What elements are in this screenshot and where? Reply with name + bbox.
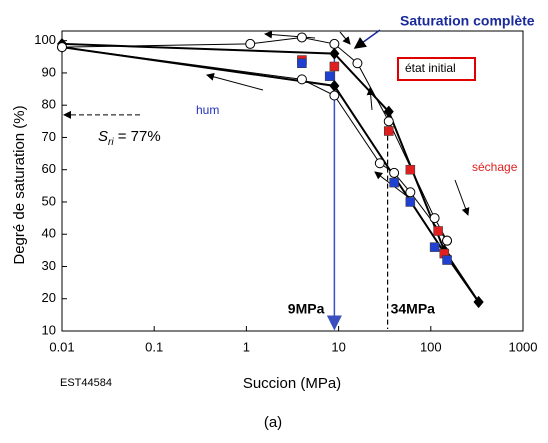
series-line [61,42,480,303]
y-tick-label: 20 [42,290,56,305]
x-tick-label: 10 [331,339,345,354]
y-tick-label: 60 [42,161,56,176]
reference-label: 9MPa [288,301,325,317]
x-tick-label: 100 [420,339,442,354]
square-marker [442,255,452,265]
reference-label: Sri = 77% [98,128,161,148]
circle-marker [405,187,416,198]
square-marker [297,58,307,69]
square-marker [405,164,416,175]
square-marker [405,197,416,207]
reference-label-part: ri [108,137,114,148]
diamond-marker [383,105,394,118]
square-marker [429,242,440,252]
square-marker [384,126,394,136]
arrow [206,72,264,91]
y-tick-label: 80 [42,97,56,112]
arrow [454,179,470,216]
circle-marker [383,116,394,127]
drying-label: séchage [472,160,518,174]
circle-marker [57,42,67,53]
square-marker [324,71,335,81]
y-tick-label: 100 [34,32,56,47]
x-axis-label: Succion (MPa) [243,375,341,392]
wetting-label: hum [196,103,219,117]
square-marker [389,177,399,188]
circle-marker [329,38,340,49]
series-line [61,46,480,303]
y-tick-label: 30 [42,258,56,273]
initial-label: état initial [405,61,456,75]
code-label: EST44584 [60,377,112,389]
y-tick-label: 10 [42,322,56,337]
square-marker [329,61,340,72]
series-line [61,36,448,241]
square-marker [433,226,443,236]
circle-marker [352,58,363,69]
circle-marker [442,235,453,246]
diamond-marker [329,47,340,60]
diamond-marker [473,295,484,308]
reference-label: 34MPa [391,301,436,317]
arrow [339,31,351,45]
y-tick-label: 40 [42,226,56,241]
circle-marker [389,167,400,178]
x-tick-label: 0.1 [145,339,163,354]
circle-marker [429,213,440,224]
y-tick-label: 50 [42,193,56,208]
y-tick-label: 70 [42,129,56,144]
x-tick-label: 0.01 [49,339,74,354]
arrow [353,29,381,49]
circle-marker [374,158,385,169]
y-tick-label: 90 [42,64,56,79]
reference-label-part: S [98,128,108,145]
diamond-marker [329,79,340,92]
circle-marker [329,90,340,101]
saturation-label: Saturation complète [400,13,535,29]
arrow [264,30,316,39]
circle-marker [296,32,307,43]
circle-marker [296,74,307,85]
y-axis-label: Degré de saturation (%) [11,105,28,264]
panel-label: (a) [264,414,282,431]
initial-box [397,57,476,81]
x-tick-label: 1 [243,339,250,354]
plot-frame [61,30,524,332]
reference-label-part: = 77% [114,128,161,145]
circle-marker [245,38,256,49]
x-tick-label: 1000 [509,339,538,354]
